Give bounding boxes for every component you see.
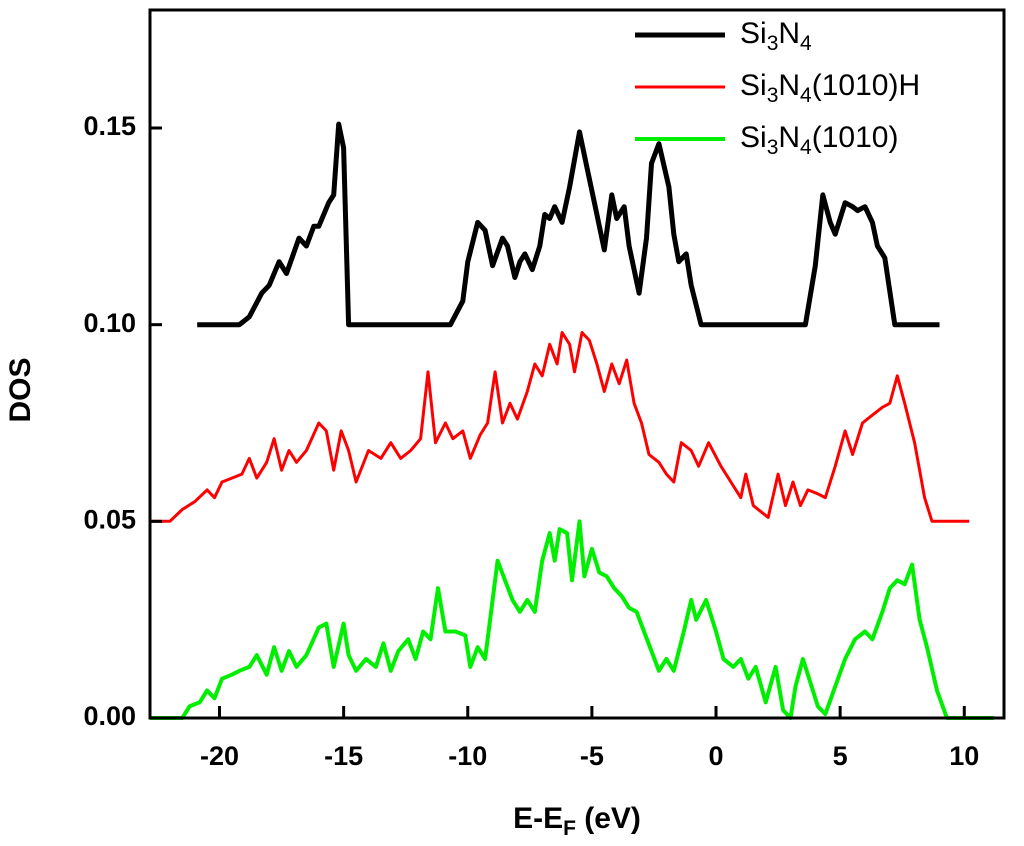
x-tick-label: 5 bbox=[833, 741, 848, 771]
x-tick-label: 0 bbox=[709, 741, 724, 771]
y-tick-label: 0.05 bbox=[83, 504, 136, 534]
legend-label: Si3N4(1010) bbox=[740, 121, 898, 159]
series-line bbox=[150, 519, 995, 720]
plot-frame bbox=[148, 8, 1006, 720]
x-tick-label: -15 bbox=[324, 741, 363, 771]
y-tick-label: 0.15 bbox=[83, 111, 136, 141]
x-axis-label: E-EF (eV) bbox=[513, 802, 641, 840]
y-tick-label: 0.10 bbox=[83, 308, 136, 338]
legend-label: Si3N4 bbox=[740, 17, 812, 55]
x-tick-label: 10 bbox=[949, 741, 979, 771]
series-line bbox=[197, 121, 940, 328]
x-tick-label: -20 bbox=[200, 741, 239, 771]
x-tick-label: -5 bbox=[580, 741, 604, 771]
y-axis-label: DOS bbox=[4, 357, 37, 422]
y-tick-label: 0.00 bbox=[83, 701, 136, 731]
x-tick-label: -10 bbox=[448, 741, 487, 771]
series-line bbox=[150, 331, 970, 523]
legend-label: Si3N4(1010)H bbox=[740, 69, 920, 107]
